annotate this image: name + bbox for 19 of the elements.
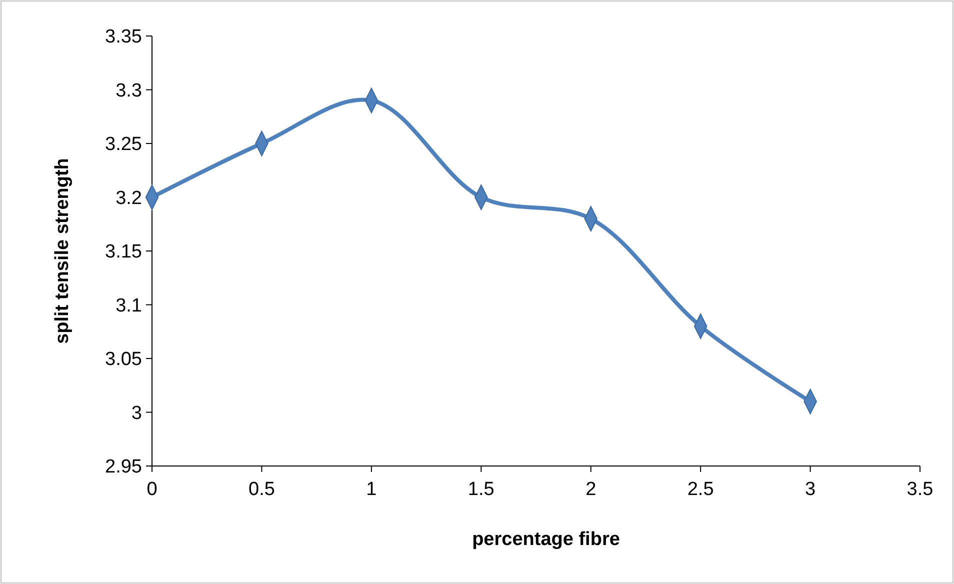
- y-tick-label: 3: [131, 402, 142, 424]
- y-tick-label: 3.15: [105, 242, 142, 263]
- y-tick-label: 3.25: [105, 134, 142, 156]
- y-axis-title: split tensile strength: [52, 158, 73, 344]
- x-tick-label: 1.5: [468, 479, 494, 500]
- x-tick-label: 0: [146, 479, 158, 500]
- x-tick-label: 3.5: [906, 479, 934, 500]
- x-tick-label: 2.5: [687, 479, 714, 500]
- x-tick-label: 3: [804, 479, 816, 500]
- y-tick-label: 3.1: [116, 295, 142, 316]
- y-tick-label: 3.05: [105, 349, 142, 370]
- y-tick-label: 2.95: [105, 456, 142, 478]
- x-tick-label: 1: [366, 479, 377, 500]
- y-tick-label: 3.3: [116, 80, 142, 102]
- x-tick-label: 0.5: [248, 479, 275, 500]
- x-axis-title: percentage fibre: [472, 529, 620, 550]
- x-tick-label: 2: [586, 479, 596, 500]
- y-tick-label: 3.35: [105, 26, 142, 48]
- y-tick-label: 3.2: [116, 188, 142, 209]
